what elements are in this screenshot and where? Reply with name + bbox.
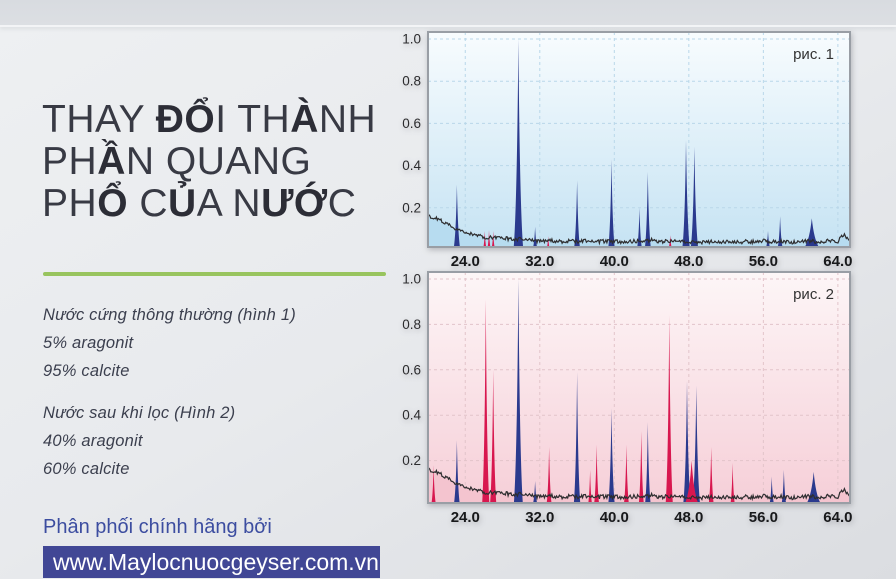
svg-text:1.0: 1.0	[402, 272, 421, 287]
svg-text:48.0: 48.0	[674, 509, 703, 526]
green-divider	[43, 272, 386, 276]
svg-text:40.0: 40.0	[600, 253, 629, 270]
svg-text:56.0: 56.0	[749, 253, 778, 270]
spectrum-chart-fig2: рис. 2 0.2 0.4 0.6 0.8 1.0 24.0 32.0 40.0 48.0 56.…	[392, 271, 854, 528]
page-title: THAY ĐỔI THÀNH PHẦN QUANG PHỔ CỦA NƯỚC	[42, 98, 377, 225]
svg-text:56.0: 56.0	[749, 509, 778, 526]
svg-text:0.8: 0.8	[402, 317, 421, 332]
info-list: Nước cứng thông thường (hình 1) 5% arago…	[43, 306, 296, 488]
info-line-water-filtered: Nước sau khi lọc (Hình 2)	[43, 404, 236, 422]
svg-text:48.0: 48.0	[674, 253, 703, 270]
svg-text:0.4: 0.4	[402, 408, 421, 423]
svg-text:24.0: 24.0	[451, 509, 480, 526]
top-edge-band	[0, 0, 896, 27]
spectrum-chart-fig1: рис. 1 0.2 0.4 0.6 0.8 1.0 24.0 32.0 40.0 48.0 56.…	[392, 31, 854, 272]
svg-text:24.0: 24.0	[451, 253, 480, 270]
svg-text:0.6: 0.6	[402, 116, 421, 131]
info-line-calcite-1: 95% calcite	[43, 362, 130, 380]
svg-text:0.2: 0.2	[402, 453, 421, 468]
info-line-aragonite-1: 5% aragonit	[43, 334, 134, 352]
distributor-label: Phân phối chính hãng bởi	[43, 516, 272, 538]
svg-text:0.8: 0.8	[402, 74, 421, 89]
svg-text:40.0: 40.0	[600, 509, 629, 526]
svg-text:рис. 2: рис. 2	[793, 286, 834, 303]
info-line-water-hard: Nước cứng thông thường (hình 1)	[43, 306, 296, 324]
info-line-calcite-2: 60% calcite	[43, 460, 130, 478]
svg-text:32.0: 32.0	[525, 253, 554, 270]
info-line-aragonite-2: 40% aragonit	[43, 432, 143, 450]
svg-text:64.0: 64.0	[823, 253, 852, 270]
svg-text:1.0: 1.0	[402, 32, 421, 47]
website-link[interactable]: www.Maylocnuocgeyser.com.vn	[43, 546, 380, 578]
svg-text:0.4: 0.4	[402, 158, 421, 173]
svg-text:32.0: 32.0	[525, 509, 554, 526]
svg-text:0.6: 0.6	[402, 362, 421, 377]
svg-text:рис. 1: рис. 1	[793, 46, 834, 63]
svg-text:0.2: 0.2	[402, 200, 421, 215]
svg-text:64.0: 64.0	[823, 509, 852, 526]
